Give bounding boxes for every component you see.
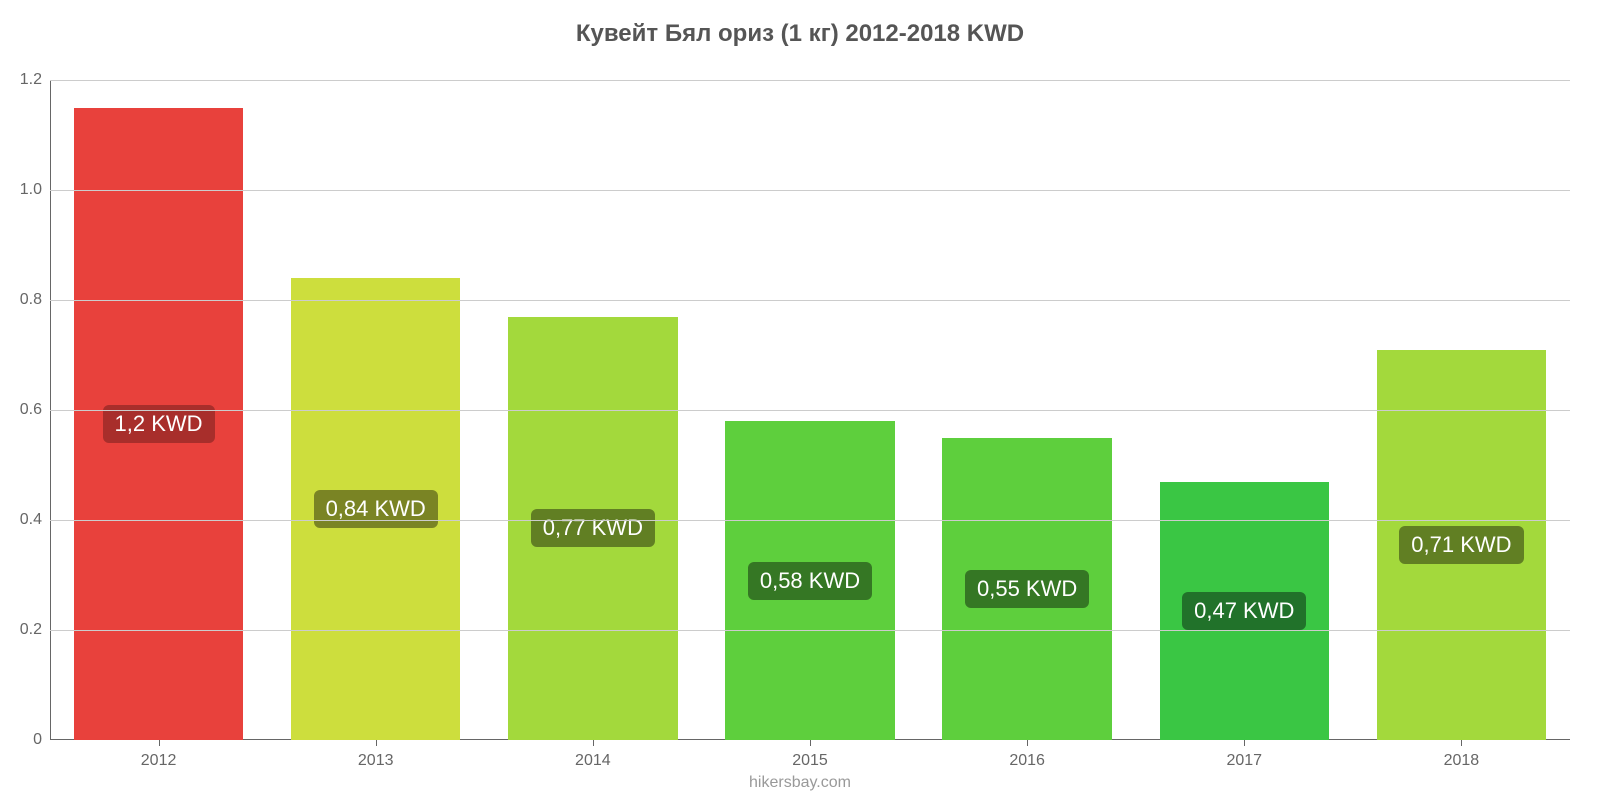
plot-area: 1,2 KWD20120,84 KWD20130,77 KWD20140,58 … — [50, 80, 1570, 740]
bar-value-label: 0,71 KWD — [1399, 526, 1523, 564]
y-tick-label: 0.4 — [20, 511, 42, 529]
x-tick-label: 2012 — [141, 752, 177, 770]
bar: 0,58 KWD — [725, 421, 894, 740]
x-tick-mark — [810, 740, 811, 746]
source-label: hikersbay.com — [0, 774, 1600, 792]
x-tick-mark — [1244, 740, 1245, 746]
x-tick-label: 2016 — [1009, 752, 1045, 770]
y-tick-label: 1.0 — [20, 181, 42, 199]
x-tick-mark — [159, 740, 160, 746]
bar: 0,55 KWD — [942, 438, 1111, 741]
x-tick-label: 2014 — [575, 752, 611, 770]
bar-value-label: 0,58 KWD — [748, 562, 872, 600]
x-tick-label: 2018 — [1444, 752, 1480, 770]
x-tick-mark — [1027, 740, 1028, 746]
bar-value-label: 0,77 KWD — [531, 509, 655, 547]
bar-value-label: 0,84 KWD — [314, 490, 438, 528]
y-tick-label: 0.2 — [20, 621, 42, 639]
grid-line — [50, 80, 1570, 81]
bar: 1,2 KWD — [74, 108, 243, 741]
x-tick-mark — [376, 740, 377, 746]
bar: 0,84 KWD — [291, 278, 460, 740]
x-tick-mark — [593, 740, 594, 746]
grid-line — [50, 520, 1570, 521]
grid-line — [50, 410, 1570, 411]
y-tick-label: 0 — [33, 731, 42, 749]
chart-title: Кувейт Бял ориз (1 кг) 2012-2018 KWD — [0, 0, 1600, 48]
y-tick-label: 1.2 — [20, 71, 42, 89]
x-tick-label: 2015 — [792, 752, 828, 770]
x-tick-label: 2013 — [358, 752, 394, 770]
x-tick-label: 2017 — [1226, 752, 1262, 770]
bar-value-label: 0,47 KWD — [1182, 592, 1306, 630]
bar-value-label: 0,55 KWD — [965, 570, 1089, 608]
y-tick-label: 0.6 — [20, 401, 42, 419]
grid-line — [50, 300, 1570, 301]
chart-container: Кувейт Бял ориз (1 кг) 2012-2018 KWD 1,2… — [0, 0, 1600, 800]
grid-line — [50, 190, 1570, 191]
bar: 0,71 KWD — [1377, 350, 1546, 741]
bar: 0,77 KWD — [508, 317, 677, 741]
y-tick-label: 0.8 — [20, 291, 42, 309]
grid-line — [50, 630, 1570, 631]
x-tick-mark — [1461, 740, 1462, 746]
